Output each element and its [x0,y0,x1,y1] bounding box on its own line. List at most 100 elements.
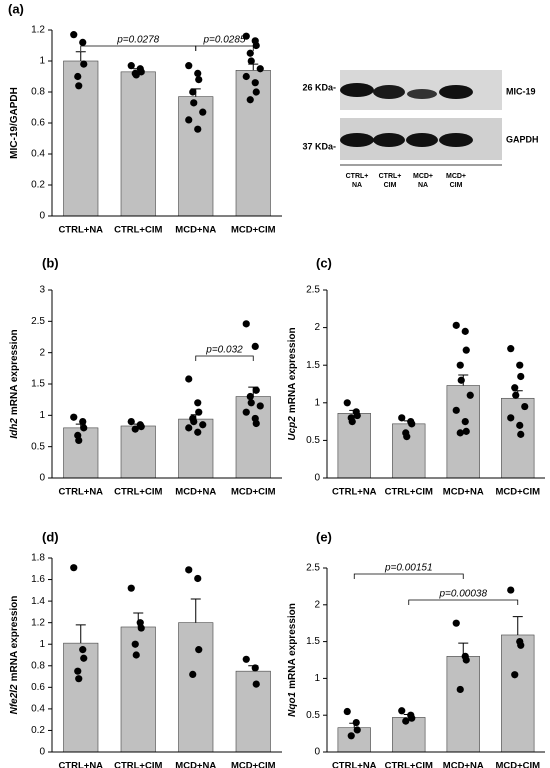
data-point [185,375,193,383]
data-point [246,96,254,104]
y-tick-label: 0.4 [31,149,45,160]
panel-label: (d) [42,529,59,544]
y-tick-label: 1 [39,410,45,421]
p-value: p=0.032 [205,345,243,356]
data-point [247,57,255,65]
y-tick-label: 3 [39,285,45,296]
y-tick-label: 0.6 [31,682,45,693]
data-point [195,76,203,84]
data-point [456,361,464,369]
data-point [408,714,416,722]
data-point [511,671,519,679]
band [406,133,438,147]
significance-bracket [408,599,519,605]
data-point [80,654,88,662]
p-value: p=0.0278 [116,35,159,46]
data-point [80,60,88,68]
band [340,83,374,97]
data-point [195,408,203,416]
data-point [137,423,145,431]
x-tick-label: MCD+CIM [495,487,540,498]
data-point [74,72,82,81]
y-tick-label: 2.5 [306,563,320,574]
data-point [194,574,202,583]
x-tick-label: CTRL+NA [332,487,377,498]
y-tick-label: 1.5 [306,360,320,371]
band [373,85,405,99]
data-point [457,376,465,384]
bar [178,96,214,217]
data-point [75,675,83,683]
data-point [452,406,460,414]
x-tick-label: CTRL+NA [58,761,103,768]
data-point [199,108,207,116]
data-point [252,386,260,394]
data-point [256,65,264,73]
data-point [353,411,361,420]
data-point [185,116,193,124]
band [407,89,437,99]
lane-label: CTRL+ [346,173,369,180]
data-point [79,38,87,47]
x-tick-label: CTRL+CIM [385,487,433,498]
x-tick-label: CTRL+CIM [114,225,162,236]
data-point [132,651,140,659]
data-point [256,402,264,410]
data-point [512,391,520,399]
y-tick-label: 1 [39,56,45,67]
y-tick-label: 0.8 [31,660,45,671]
data-point [521,402,529,411]
band [373,133,405,147]
lane-label: NA [418,182,428,189]
data-point [398,707,406,715]
data-point [190,99,198,107]
data-point [251,342,259,350]
bar [63,642,99,753]
data-point [462,656,470,664]
lane-label: CIM [384,182,397,189]
data-point [79,646,87,654]
data-point [185,62,193,70]
y-tick-label: 0.6 [31,118,45,129]
bar [178,622,214,753]
data-point [452,321,460,329]
chart: (d) Nfe2l2 mRNA expression 0 0.2 0.4 0.6 0.8 1 1.… [9,529,282,768]
data-point [507,414,515,422]
data-point [70,564,78,572]
y-axis-label: MIC-19/GAPDH [9,87,20,159]
data-point [408,420,416,428]
data-point [511,384,519,392]
chart: (b) Idh2 mRNA expression 0 0.5 1 1.5 2 2.5 3 CTRL+… [9,255,282,498]
data-point [461,327,469,335]
x-tick-label: CTRL+NA [58,225,103,236]
p-value: p=0.0285 [203,35,246,46]
x-tick-label: CTRL+NA [58,487,103,498]
y-axis-label-text: mRNA expression [287,603,298,689]
data-point [517,641,525,649]
data-point [131,425,139,433]
data-point [247,399,255,407]
y-tick-label: 0 [39,211,45,222]
marker-label: 26 KDa- [302,82,336,92]
data-point [189,88,197,96]
bar [120,71,156,217]
y-tick-label: 2.5 [31,316,45,327]
panel-label: (b) [42,255,59,270]
data-point [242,320,250,328]
x-tick-label: MCD+CIM [231,225,276,236]
data-point [456,685,464,694]
data-point [402,717,410,725]
data-point [136,619,144,627]
data-point [74,667,82,675]
data-point [75,82,83,90]
panel-label: (e) [316,529,332,544]
y-axis-label-gene: Nfe2l2 [9,684,20,714]
significance-bracket [80,45,197,51]
data-point [516,421,524,429]
bar [392,717,426,753]
lane-label: MCD+ [413,173,433,180]
data-point [507,586,515,594]
y-tick-label: 0.5 [306,435,320,446]
y-axis-label: Nfe2l2 mRNA expression [9,596,20,715]
data-point [70,31,78,39]
